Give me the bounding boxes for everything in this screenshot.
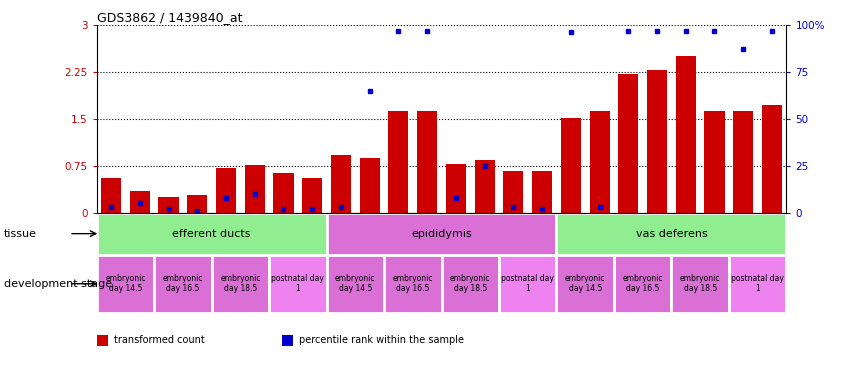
Bar: [561, 118, 581, 213]
Bar: [326, 213, 557, 255]
Bar: [532, 171, 553, 213]
Text: tissue: tissue: [4, 228, 37, 238]
Text: postnatal day
1: postnatal day 1: [501, 274, 554, 293]
Bar: [188, 195, 208, 213]
Text: embryonic
day 16.5: embryonic day 16.5: [162, 274, 204, 293]
Bar: [557, 255, 614, 313]
Bar: [733, 111, 754, 213]
Bar: [442, 255, 499, 313]
Text: embryonic
day 14.5: embryonic day 14.5: [565, 274, 606, 293]
Bar: [647, 70, 667, 213]
Bar: [389, 111, 409, 213]
Bar: [557, 213, 786, 255]
Bar: [614, 255, 671, 313]
Text: transformed count: transformed count: [114, 335, 205, 345]
Bar: [101, 178, 121, 213]
Text: GDS3862 / 1439840_at: GDS3862 / 1439840_at: [97, 11, 242, 24]
Bar: [503, 171, 523, 213]
Bar: [273, 173, 294, 213]
Bar: [245, 165, 265, 213]
Text: embryonic
day 16.5: embryonic day 16.5: [393, 274, 433, 293]
Bar: [97, 255, 154, 313]
Bar: [474, 160, 495, 213]
Bar: [384, 255, 442, 313]
Bar: [360, 158, 380, 213]
Bar: [97, 213, 326, 255]
Bar: [302, 178, 322, 213]
Text: embryonic
day 14.5: embryonic day 14.5: [105, 274, 145, 293]
Bar: [269, 255, 326, 313]
Bar: [590, 111, 610, 213]
Bar: [158, 197, 178, 213]
Text: embryonic
day 16.5: embryonic day 16.5: [622, 274, 663, 293]
Bar: [705, 111, 725, 213]
Bar: [130, 191, 150, 213]
Bar: [417, 111, 437, 213]
Bar: [618, 74, 638, 213]
Bar: [331, 155, 351, 213]
Text: embryonic
day 18.5: embryonic day 18.5: [680, 274, 721, 293]
Bar: [499, 255, 557, 313]
Text: postnatal day
1: postnatal day 1: [272, 274, 325, 293]
Text: vas deferens: vas deferens: [636, 228, 707, 238]
Bar: [729, 255, 786, 313]
Text: postnatal day
1: postnatal day 1: [731, 274, 784, 293]
Bar: [446, 164, 466, 213]
Text: embryonic
day 18.5: embryonic day 18.5: [220, 274, 261, 293]
Text: percentile rank within the sample: percentile rank within the sample: [299, 335, 464, 345]
Bar: [675, 56, 696, 213]
Bar: [212, 255, 269, 313]
Bar: [154, 255, 212, 313]
Text: embryonic
day 18.5: embryonic day 18.5: [450, 274, 490, 293]
Bar: [216, 168, 236, 213]
Text: epididymis: epididymis: [411, 228, 472, 238]
Text: embryonic
day 14.5: embryonic day 14.5: [335, 274, 376, 293]
Text: development stage: development stage: [4, 279, 113, 289]
Bar: [762, 105, 782, 213]
Bar: [671, 255, 729, 313]
Text: efferent ducts: efferent ducts: [172, 228, 251, 238]
Bar: [326, 255, 384, 313]
